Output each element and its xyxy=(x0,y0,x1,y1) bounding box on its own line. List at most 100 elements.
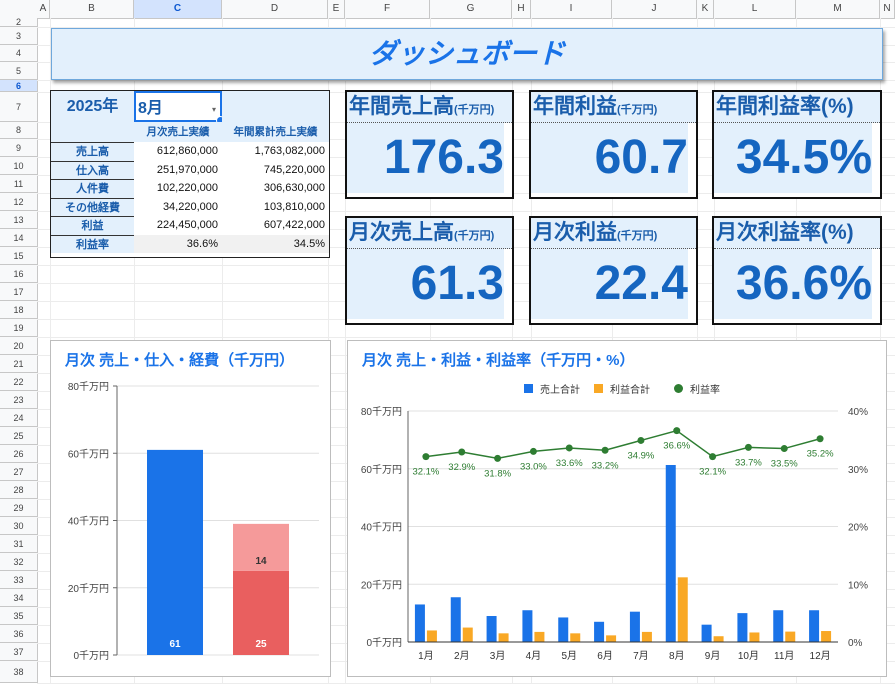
row-header-19[interactable]: 19 xyxy=(0,319,37,337)
row-header-15[interactable]: 15 xyxy=(0,247,37,265)
kpi-label: 年間利益率(%) xyxy=(714,92,880,123)
kpi-card: 月次売上高(千万円) 61.3 xyxy=(345,216,514,325)
column-header-j[interactable]: J xyxy=(612,0,697,18)
y-right-tick-label: 10% xyxy=(848,580,868,591)
profit-bar xyxy=(677,577,688,642)
x-tick-label: 6月 xyxy=(597,650,613,662)
row-header-8[interactable]: 8 xyxy=(0,122,37,139)
row-header-20[interactable]: 20 xyxy=(0,337,37,355)
month-value: 8月 xyxy=(138,100,163,117)
row-header-37[interactable]: 37 xyxy=(0,643,37,661)
column-header-a[interactable]: A xyxy=(37,0,50,18)
row-header-6[interactable]: 6 xyxy=(0,80,37,92)
kpi-value: 176.3 xyxy=(347,123,504,193)
y-tick-label: 80千万円 xyxy=(68,381,109,393)
table-header-cell: 月次売上実績 xyxy=(134,122,222,142)
column-header-l[interactable]: L xyxy=(714,0,796,18)
y-left-tick-label: 40千万円 xyxy=(361,522,402,534)
row-header-30[interactable]: 30 xyxy=(0,517,37,535)
row-header-9[interactable]: 9 xyxy=(0,139,37,157)
row-header-21[interactable]: 21 xyxy=(0,355,37,373)
row-header-24[interactable]: 24 xyxy=(0,409,37,427)
row-header-34[interactable]: 34 xyxy=(0,589,37,607)
sales-bar xyxy=(773,610,784,642)
row-header-27[interactable]: 27 xyxy=(0,463,37,481)
row-header-22[interactable]: 22 xyxy=(0,373,37,391)
row-header-23[interactable]: 23 xyxy=(0,391,37,409)
column-header-h[interactable]: H xyxy=(512,0,531,18)
row-header-32[interactable]: 32 xyxy=(0,553,37,571)
kpi-unit: (千万円) xyxy=(454,104,495,116)
margin-point xyxy=(422,453,430,461)
kpi-label: 年間売上高(千万円) xyxy=(347,92,512,123)
row-header-2[interactable]: 2 xyxy=(0,18,37,27)
x-tick-label: 1月 xyxy=(418,650,434,662)
kpi-label-text: 月次利益率(%) xyxy=(716,221,854,244)
profit-bar xyxy=(462,627,473,642)
y-tick-label: 40千万円 xyxy=(68,516,109,528)
kpi-label: 月次利益率(%) xyxy=(714,218,880,249)
row-header-13[interactable]: 13 xyxy=(0,211,37,229)
column-header-i[interactable]: I xyxy=(531,0,612,18)
column-header-g[interactable]: G xyxy=(430,0,512,18)
row-header-35[interactable]: 35 xyxy=(0,607,37,625)
column-header-n[interactable]: N xyxy=(880,0,895,18)
profit-bar xyxy=(426,630,437,642)
profit-bar xyxy=(570,633,581,642)
dropdown-arrow-icon[interactable]: ▾ xyxy=(211,105,216,114)
row-header-18[interactable]: 18 xyxy=(0,301,37,319)
monthly-profit-chart[interactable]: 月次 売上・利益・利益率（千万円・%） 0千万円 20千万円 40千万円 60千万円 8… xyxy=(347,340,887,677)
row-header-38[interactable]: 38 xyxy=(0,661,37,683)
y-right-tick-label: 20% xyxy=(848,523,868,534)
legend-swatch xyxy=(674,384,683,393)
row-header-28[interactable]: 28 xyxy=(0,481,37,499)
table-cell: 306,630,000 xyxy=(263,182,325,194)
column-header-e[interactable]: E xyxy=(328,0,345,18)
x-tick-label: 8月 xyxy=(669,650,685,662)
column-header-f[interactable]: F xyxy=(345,0,430,18)
row-header-4[interactable]: 4 xyxy=(0,45,37,62)
row-header-29[interactable]: 29 xyxy=(0,499,37,517)
y-right-tick-label: 30% xyxy=(848,465,868,476)
column-header-k[interactable]: K xyxy=(697,0,714,18)
margin-data-label: 32.9% xyxy=(448,462,475,473)
row-header-33[interactable]: 33 xyxy=(0,571,37,589)
row-header-12[interactable]: 12 xyxy=(0,193,37,211)
chart-title: 月次 売上・仕入・経費（千万円） xyxy=(65,352,295,369)
month-select[interactable]: 8月 ▾ xyxy=(134,91,225,125)
y-left-tick-label: 0千万円 xyxy=(366,637,402,649)
row-header-11[interactable]: 11 xyxy=(0,175,37,193)
column-header-m[interactable]: M xyxy=(796,0,880,18)
row-header-16[interactable]: 16 xyxy=(0,265,37,283)
x-tick-label: 3月 xyxy=(490,650,506,662)
column-header-b[interactable]: B xyxy=(50,0,134,18)
margin-point xyxy=(673,427,681,435)
y-left-tick-label: 20千万円 xyxy=(361,579,402,591)
kpi-label: 年間利益(千万円) xyxy=(531,92,696,123)
profit-bar xyxy=(821,631,832,642)
row-header-17[interactable]: 17 xyxy=(0,283,37,301)
row-header-3[interactable]: 3 xyxy=(0,27,37,45)
table-cell: 34,220,000 xyxy=(162,200,218,213)
bar-value-label: 61 xyxy=(169,639,181,650)
row-header-36[interactable]: 36 xyxy=(0,625,37,643)
row-header-26[interactable]: 26 xyxy=(0,445,37,463)
row-header-10[interactable]: 10 xyxy=(0,157,37,175)
column-header-d[interactable]: D xyxy=(222,0,328,18)
year-cell: 2025年 xyxy=(51,91,134,122)
x-tick-label: 12月 xyxy=(810,650,831,662)
legend-label: 売上合計 xyxy=(540,383,580,396)
profit-bar xyxy=(749,632,760,642)
monthly-cost-chart[interactable]: 月次 売上・仕入・経費（千万円） 0千万円 20千万円 40千万円 60千万円 80千万… xyxy=(50,340,331,677)
legend-swatch xyxy=(594,384,603,393)
row-header-31[interactable]: 31 xyxy=(0,535,37,553)
x-tick-label: 2月 xyxy=(454,650,470,662)
dashboard-title-box: ダッシュボード xyxy=(51,28,883,80)
column-header-c[interactable]: C xyxy=(134,0,222,18)
row-header-7[interactable]: 7 xyxy=(0,92,37,122)
row-header-25[interactable]: 25 xyxy=(0,427,37,445)
bar-value-label: 25 xyxy=(255,639,267,650)
row-header-14[interactable]: 14 xyxy=(0,229,37,247)
row-header-5[interactable]: 5 xyxy=(0,62,37,80)
